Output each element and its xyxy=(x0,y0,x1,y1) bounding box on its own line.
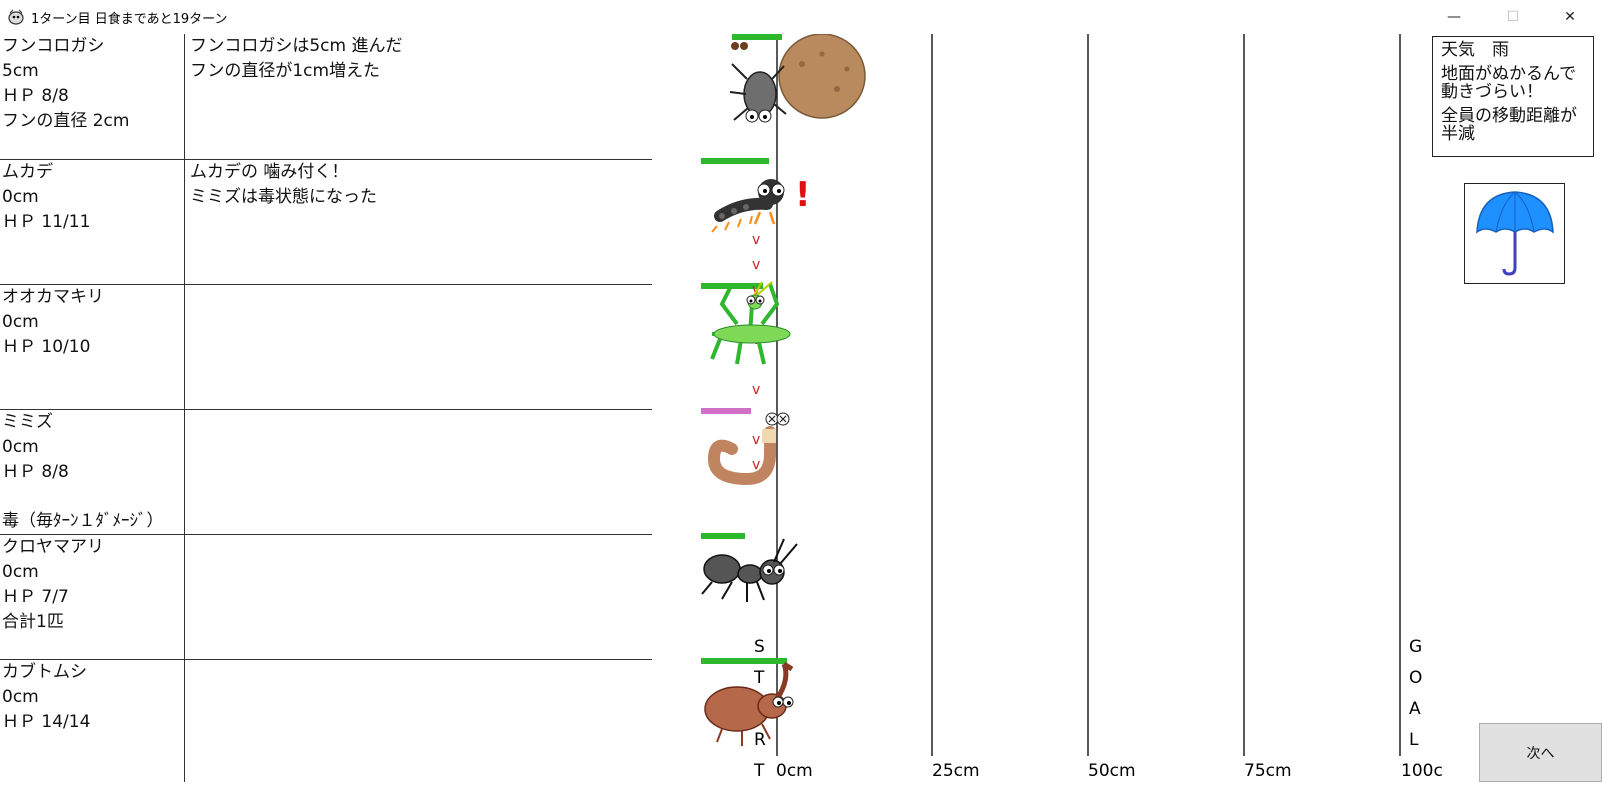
creature-row-earthworm: ミミズ 0cm ＨＰ 8/8 毒（毎ﾀｰﾝ１ﾀﾞﾒｰｼﾞ） xyxy=(0,410,652,535)
creature-row-centipede: ムカデ 0cm ＨＰ 11/11 ムカデの 噛み付く！ ミミズは毒状態になった xyxy=(0,160,652,285)
creature-hp: ＨＰ 10/10 xyxy=(2,337,91,357)
creature-extra: フンの直径 2cm xyxy=(2,111,130,131)
creature-name: オオカマキリ xyxy=(2,287,104,307)
creature-hp: ＨＰ 14/14 xyxy=(2,712,91,732)
race-track: 0cm 25cm 50cm 75cm 100cm S T A R T G O A… xyxy=(652,34,1442,782)
hp-bar xyxy=(732,34,782,40)
goal-letter: G xyxy=(1409,637,1422,657)
goal-letter: O xyxy=(1409,668,1422,688)
maximize-button[interactable]: ☐ xyxy=(1506,9,1520,25)
creature-extra: 合計1匹 xyxy=(2,612,64,632)
creature-name: ムカデ xyxy=(2,162,53,182)
weather-image xyxy=(1464,183,1565,284)
creature-distance: 0cm xyxy=(2,437,39,457)
hp-bar xyxy=(701,158,769,164)
creature-hp: ＨＰ 11/11 xyxy=(2,212,91,232)
creature-name: ミミズ xyxy=(2,412,53,432)
creature-status: 毒（毎ﾀｰﾝ１ﾀﾞﾒｰｼﾞ） xyxy=(2,511,164,531)
row-divider xyxy=(0,659,652,660)
creature-distance: 0cm xyxy=(2,562,39,582)
row-divider xyxy=(0,534,652,535)
svg-text:v: v xyxy=(752,382,760,398)
rhinoceros-beetle-sprite xyxy=(704,661,794,746)
creature-name: カブトムシ xyxy=(2,662,87,682)
svg-text:v: v xyxy=(752,257,760,273)
creature-row-ant: クロヤマアリ 0cm ＨＰ 7/7 合計1匹 xyxy=(0,535,652,660)
earthworm-sprite xyxy=(707,412,790,486)
tick-label: 100cm xyxy=(1401,761,1442,781)
creature-row-beetle: カブトムシ 0cm ＨＰ 14/14 xyxy=(0,660,652,785)
svg-text:v: v xyxy=(752,232,760,248)
hp-bar xyxy=(701,533,745,539)
title-bar: 1ターン目 日食まであと19ターン — ☐ ✕ xyxy=(0,0,1602,34)
row-divider xyxy=(0,409,652,410)
creature-distance: 0cm xyxy=(2,187,39,207)
log-line: ミミズは毒状態になった xyxy=(190,187,377,207)
log-line: フンコロガシは5cm 進んだ xyxy=(190,36,403,56)
start-letter: R xyxy=(754,730,766,750)
centipede-sprite xyxy=(711,179,785,233)
weather-effect: 全員の移動距離が半減 xyxy=(1441,106,1577,144)
tick-label: 75cm xyxy=(1244,761,1292,781)
creature-hp: ＨＰ 8/8 xyxy=(2,86,69,106)
goal-letter: A xyxy=(1409,699,1421,719)
next-button[interactable]: 次へ xyxy=(1479,723,1602,782)
goal-letter: L xyxy=(1409,730,1419,750)
weather-title: 天気 雨 xyxy=(1441,40,1509,60)
svg-text:v: v xyxy=(752,432,760,448)
start-letter: S xyxy=(754,637,765,657)
app-icon xyxy=(8,9,24,25)
dung-beetle-sprite xyxy=(729,34,866,123)
weather-panel: 天気 雨 地面がぬかるんで動きづらい！ 全員の移動距離が半減 xyxy=(1432,36,1594,157)
tick-label: 50cm xyxy=(1088,761,1136,781)
start-letter: T xyxy=(753,668,765,688)
tick-label: 25cm xyxy=(932,761,980,781)
weather-description: 地面がぬかるんで動きづらい！ xyxy=(1441,64,1577,102)
creature-row-mantis: オオカマキリ 0cm ＨＰ 10/10 xyxy=(0,285,652,410)
creature-name: クロヤマアリ xyxy=(2,537,104,557)
creature-hp: ＨＰ 8/8 xyxy=(2,462,69,482)
tick-label: 0cm xyxy=(776,761,813,781)
log-line: ムカデの 噛み付く！ xyxy=(190,162,349,182)
log-line: フンの直径が1cm増えた xyxy=(190,61,381,81)
minimize-button[interactable]: — xyxy=(1447,9,1461,25)
creature-row-dung-beetle: フンコロガシ 5cm ＨＰ 8/8 フンの直径 2cm フンコロガシは5cm 進… xyxy=(0,34,652,159)
umbrella-icon xyxy=(1476,191,1554,276)
hp-bar xyxy=(701,658,787,664)
creature-hp: ＨＰ 7/7 xyxy=(2,587,69,607)
alert-mark: ! xyxy=(795,175,811,215)
svg-text:v: v xyxy=(752,457,760,473)
mantis-sprite xyxy=(710,281,791,365)
row-divider xyxy=(0,284,652,285)
creature-name: フンコロガシ xyxy=(2,36,105,56)
row-divider xyxy=(0,159,652,160)
window-title: 1ターン目 日食まであと19ターン xyxy=(31,11,228,27)
creature-distance: 5cm xyxy=(2,61,39,81)
creature-distance: 0cm xyxy=(2,687,39,707)
info-column-divider xyxy=(184,34,185,782)
creature-distance: 0cm xyxy=(2,312,39,332)
hp-bar xyxy=(701,408,751,414)
start-letter: T xyxy=(753,761,765,781)
close-button[interactable]: ✕ xyxy=(1564,9,1576,25)
ant-sprite xyxy=(701,538,798,602)
